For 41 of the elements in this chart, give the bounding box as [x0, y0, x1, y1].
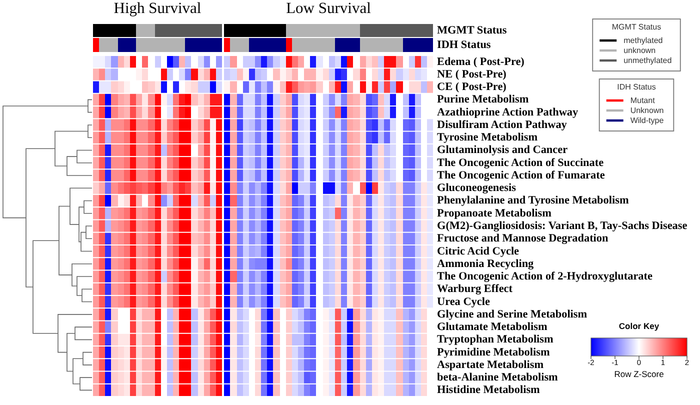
y-tick-label: Disulfiram Action Pathway: [437, 118, 568, 131]
y-tick-label: NE ( Post-Pre): [437, 68, 507, 80]
legend-label: Mutant: [630, 96, 656, 105]
y-tick-label: Propanoate Metabolism: [437, 207, 552, 220]
y-tick-label: Glycine and Serine Metabolism: [437, 308, 588, 320]
legend-label: methylated: [624, 36, 663, 45]
y-tick-label: Warburg Effect: [437, 283, 513, 296]
y-tick-label: The Oncogenic Action of Fumarate: [437, 169, 605, 182]
text: IDH Status: [437, 39, 492, 51]
y-tick-label: Edema ( Post-Pre): [437, 56, 525, 68]
y-tick-label: Tyrosine Metabolism: [437, 132, 538, 144]
color-bar-title: Row Z-Score: [614, 369, 664, 379]
text: High Survival: [114, 0, 202, 17]
y-tick-label: Azathioprine Action Pathway: [437, 106, 578, 118]
text: Low Survival: [286, 0, 371, 17]
legend-title: IDH Status: [617, 82, 656, 92]
y-tick-label: Purine Metabolism: [437, 94, 530, 106]
y-tick-label: Tryptophan Metabolism: [437, 334, 554, 346]
y-tick-label: Fructose and Mannose Degradation: [437, 232, 610, 245]
y-tick-label: beta-Alanine Metabolism: [437, 372, 559, 384]
y-tick-label: The Oncogenic Action of Succinate: [437, 156, 604, 169]
text: Color Key: [618, 321, 660, 331]
y-tick-label: Glutamate Metabolism: [437, 321, 548, 334]
legend-label: Wild-type: [630, 116, 664, 125]
y-tick-label: Urea Cycle: [437, 296, 490, 308]
legend-title: MGMT Status: [612, 22, 662, 32]
y-tick-label: The Oncogenic Action of 2-Hydroxyglutarate: [437, 270, 652, 283]
text: MGMT Status: [437, 24, 508, 36]
y-tick-label: Ammonia Recycling: [437, 258, 534, 270]
y-tick-label: G(M2)-Gangliosidosis: Variant B, Tay-Sachs Disease: [437, 220, 688, 232]
y-tick-label: Citric Acid Cycle: [437, 245, 520, 258]
legend-label: unmethylated: [624, 56, 672, 65]
y-tick-label: CE ( Post-Pre): [437, 81, 507, 94]
y-tick-label: Glutaminolysis and Cancer: [437, 144, 568, 156]
legend-label: Unknown: [630, 106, 664, 115]
y-tick-label: Pyrimidine Metabolism: [437, 346, 550, 358]
y-tick-label: Histidine Metabolism: [437, 384, 541, 396]
y-tick-label: Aspartate Metabolism: [437, 358, 544, 371]
y-tick-label: Gluconeogenesis: [437, 182, 517, 194]
y-tick-label: Phenylalanine and Tyrosine Metabolism: [437, 194, 630, 207]
legend-label: unknown: [624, 46, 656, 55]
